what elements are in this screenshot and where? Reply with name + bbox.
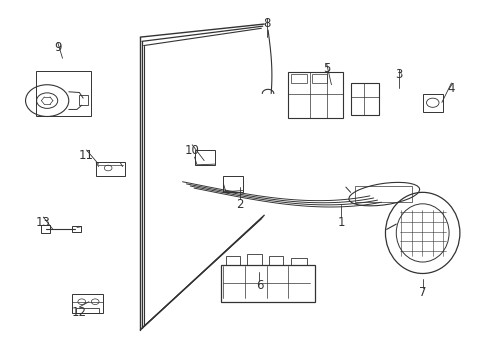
Text: 13: 13 [36, 216, 51, 229]
Text: 6: 6 [256, 279, 263, 292]
Bar [423, 94, 443, 112]
Text: 3: 3 [395, 68, 402, 81]
Bar [72, 294, 103, 313]
Bar [291, 74, 307, 83]
Bar [221, 265, 315, 302]
Bar [351, 83, 379, 115]
Text: 5: 5 [323, 62, 330, 75]
Bar [72, 226, 81, 232]
Bar [291, 258, 307, 265]
Text: 8: 8 [263, 17, 270, 30]
Bar [79, 95, 88, 104]
Text: 2: 2 [237, 198, 244, 211]
Bar [223, 176, 243, 192]
Text: 4: 4 [448, 82, 455, 95]
Text: 11: 11 [79, 149, 94, 162]
Bar [312, 74, 327, 83]
Text: 7: 7 [419, 287, 426, 300]
Bar [226, 256, 240, 265]
Text: 12: 12 [72, 306, 87, 319]
Bar [41, 225, 49, 233]
Text: 10: 10 [185, 144, 199, 157]
Bar [355, 186, 412, 202]
Bar [195, 150, 215, 165]
Bar [269, 256, 283, 265]
Bar [288, 72, 343, 118]
Bar [36, 71, 91, 117]
Text: 9: 9 [54, 41, 61, 54]
Bar [247, 254, 262, 265]
Bar [96, 162, 125, 176]
Text: 1: 1 [337, 216, 345, 229]
Bar [76, 308, 99, 313]
